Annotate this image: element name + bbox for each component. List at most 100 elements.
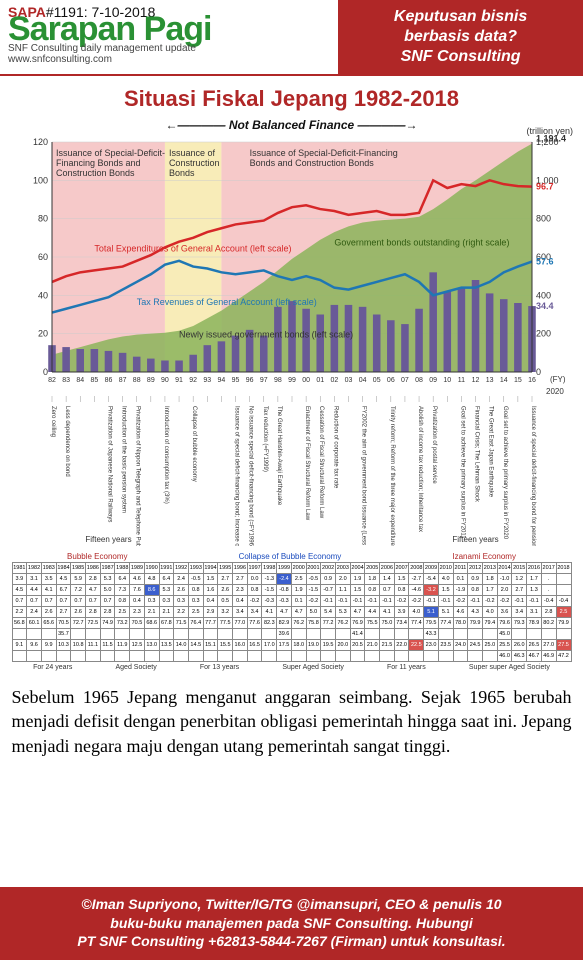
table-cell: 72.7 (71, 618, 86, 629)
table-cell: 14.0 (174, 640, 189, 651)
table-cell (174, 629, 189, 640)
svg-text:16: 16 (528, 377, 536, 384)
table-cell: 17.5 (277, 640, 292, 651)
table-cell: 4.1 (380, 607, 395, 618)
table-cell: 24.5 (468, 640, 483, 651)
table-cell: -0.2 (394, 596, 409, 607)
table-cell: 1985 (71, 563, 86, 574)
table-cell: 3.2 (218, 607, 233, 618)
table-cell (247, 651, 262, 662)
table-cell: 1991 (159, 563, 174, 574)
svg-text:Privatization of postal servic: Privatization of postal service (431, 406, 437, 484)
era-collapse: Collapse of Bubble Economy (239, 552, 342, 561)
svg-text:The Great East Japan Earthquak: The Great East Japan Earthquake (487, 406, 493, 498)
table-cell (394, 629, 409, 640)
svg-text:85: 85 (90, 377, 98, 384)
svg-text:100: 100 (32, 175, 47, 185)
chart-wrap: ←———— Not Balanced Finance ————→ (trilli… (12, 118, 572, 546)
table-cell: 0.4 (233, 596, 248, 607)
table-cell: 2007 (394, 563, 409, 574)
table-cell: 1989 (130, 563, 145, 574)
svg-text:02: 02 (330, 377, 338, 384)
table-cell: 25.5 (497, 640, 512, 651)
svg-text:88: 88 (132, 377, 140, 384)
table-cell: 1990 (144, 563, 159, 574)
table-cell: 5.0 (306, 607, 321, 618)
table-cell (218, 629, 233, 640)
table-cell: 20.0 (335, 640, 350, 651)
table-cell: 9.1 (12, 640, 27, 651)
svg-text:400: 400 (536, 290, 551, 300)
table-cell: 25.0 (483, 640, 498, 651)
table-cell: 71.5 (174, 618, 189, 629)
table-cell: 0.7 (56, 596, 71, 607)
table-cell: -0.3 (262, 596, 277, 607)
svg-text:91: 91 (175, 377, 183, 384)
table-cell: 18.0 (291, 640, 306, 651)
table-cell: 60.1 (27, 618, 42, 629)
table-cell: 4.7 (291, 607, 306, 618)
svg-text:Goal set to achieve the primar: Goal set to achieve the primary surplus … (459, 406, 465, 539)
svg-text:Fifteen years: Fifteen years (85, 535, 131, 544)
period-label: Aged Society (116, 664, 157, 671)
table-cell: 75.8 (306, 618, 321, 629)
table-cell (483, 629, 498, 640)
svg-text:05: 05 (372, 377, 380, 384)
svg-text:0: 0 (42, 367, 47, 377)
table-cell: 0.5 (218, 596, 233, 607)
table-cell: 2004 (350, 563, 365, 574)
table-cell: -0.2 (497, 596, 512, 607)
table-cell: 0.7 (380, 585, 395, 596)
table-cell: 4.7 (86, 585, 101, 596)
table-cell: 2.7 (56, 607, 71, 618)
table-cell: 2.3 (130, 607, 145, 618)
table-cell: -0.4 (556, 596, 571, 607)
era-labels: Bubble Economy Collapse of Bubble Econom… (12, 552, 572, 561)
table-cell: 2.1 (159, 607, 174, 618)
table-cell: 1999 (277, 563, 292, 574)
svg-text:08: 08 (415, 377, 423, 384)
table-cell: 4.4 (365, 607, 380, 618)
table-cell: 27.0 (541, 640, 556, 651)
table-cell: 4.1 (41, 585, 56, 596)
table-cell: 2.0 (497, 585, 512, 596)
table-cell (468, 651, 483, 662)
table-cell (247, 629, 262, 640)
table-cell: 76.2 (335, 618, 350, 629)
table-cell: 0.3 (174, 596, 189, 607)
table-cell: 0.7 (100, 596, 115, 607)
table-cell (71, 629, 86, 640)
svg-text:89: 89 (146, 377, 154, 384)
table-cell: -0.7 (321, 585, 336, 596)
table-cell: 79.3 (512, 618, 527, 629)
svg-text:Financial Crisis; The Lehman S: Financial Crisis; The Lehman Shock (473, 406, 479, 503)
table-cell: -0.1 (365, 596, 380, 607)
svg-text:2020: 2020 (546, 387, 564, 396)
event-timeline: Zero ceilingLess dependence on bondPriva… (12, 396, 572, 546)
table-cell: 43.3 (424, 629, 439, 640)
data-table-block: Bubble Economy Collapse of Bubble Econom… (12, 552, 572, 671)
ad-line-2: berbasis data? (404, 27, 517, 47)
svg-text:96: 96 (245, 377, 253, 384)
svg-text:Construction: Construction (168, 158, 219, 168)
table-cell: -0.2 (306, 596, 321, 607)
table-cell: 3.1 (527, 607, 542, 618)
table-cell: 8.6 (144, 585, 159, 596)
table-cell: 2.3 (233, 585, 248, 596)
table-cell: 56.8 (12, 618, 27, 629)
svg-text:86: 86 (104, 377, 112, 384)
table-cell: 12.5 (130, 640, 145, 651)
table-cell (188, 651, 203, 662)
table-row: 46.046.346.746.947.2 (12, 651, 571, 662)
table-cell: 1.9 (291, 585, 306, 596)
table-cell: 5.3 (100, 574, 115, 585)
table-cell: 2017 (541, 563, 556, 574)
table-cell: 4.5 (56, 574, 71, 585)
table-cell: 77.7 (203, 618, 218, 629)
table-cell: 70.5 (130, 618, 145, 629)
table-cell: 1984 (56, 563, 71, 574)
table-cell (203, 651, 218, 662)
table-cell: -0.1 (350, 596, 365, 607)
svg-text:Bonds and Construction Bonds: Bonds and Construction Bonds (249, 158, 374, 168)
table-cell: 2.6 (41, 607, 56, 618)
